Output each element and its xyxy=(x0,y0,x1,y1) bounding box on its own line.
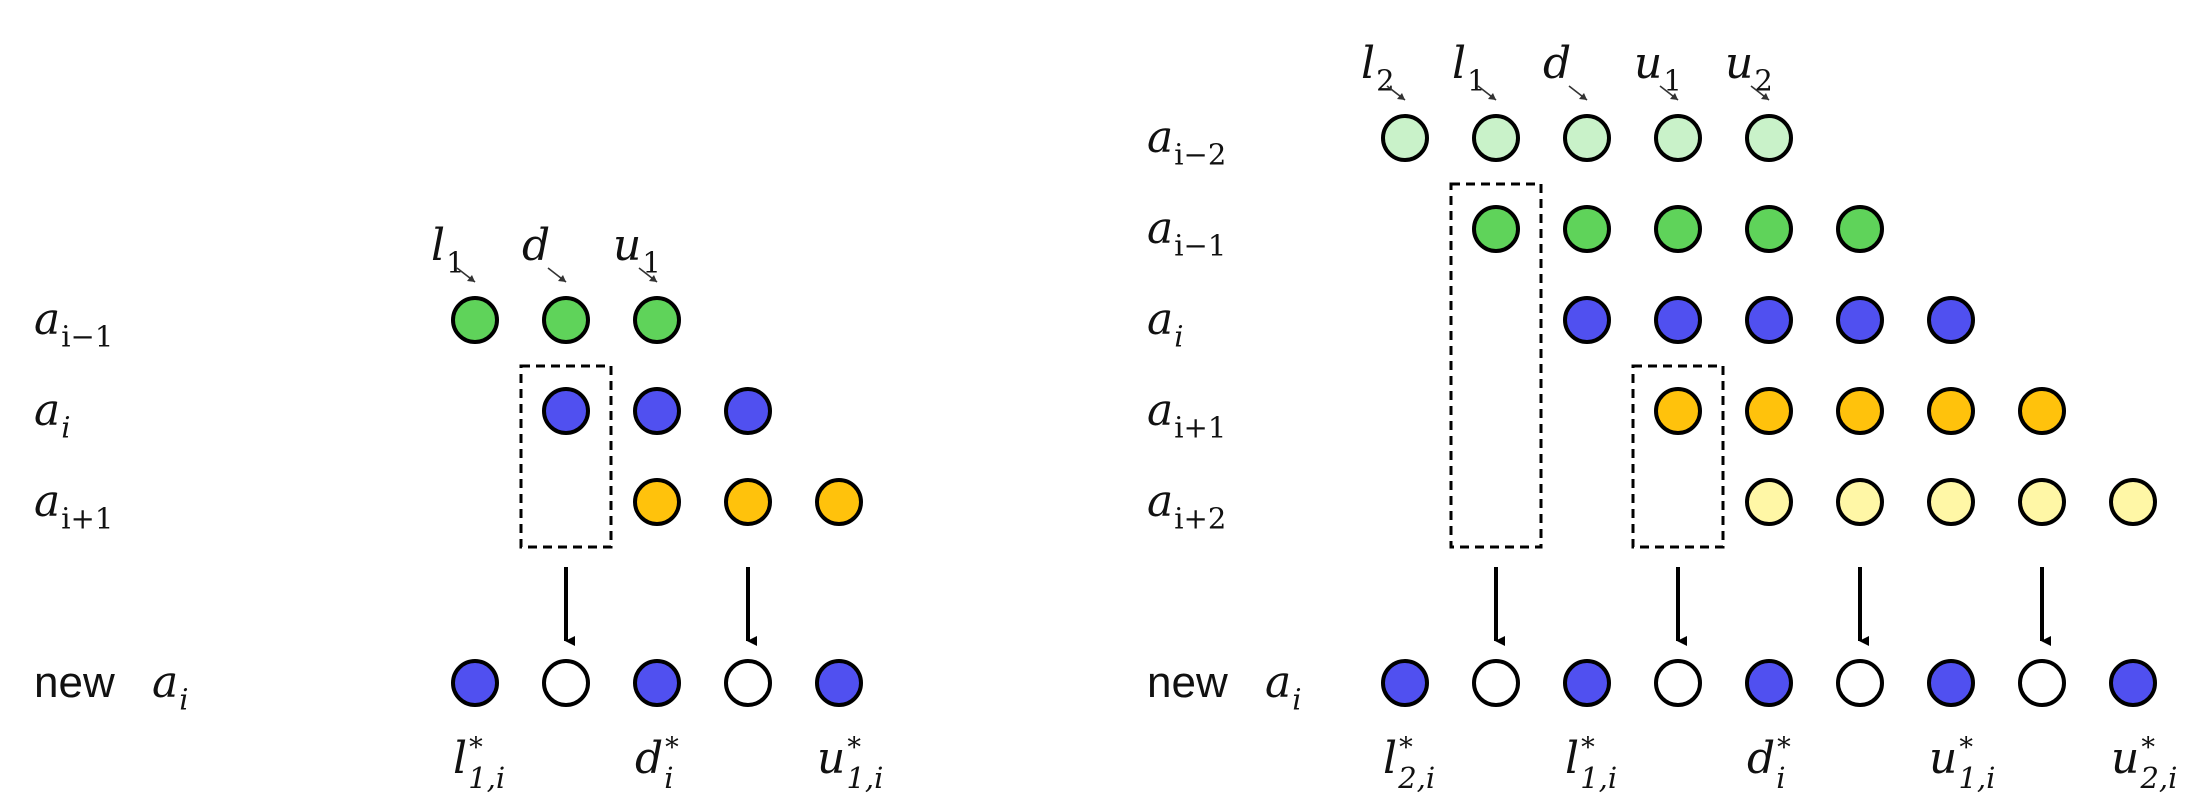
element-blue xyxy=(1563,296,1611,344)
new-element-blue xyxy=(633,659,681,707)
diagonal-pointer-head xyxy=(1761,93,1769,100)
diagonal-label-u2: u2 xyxy=(1725,38,1773,97)
new-element-empty xyxy=(542,659,590,707)
element-blue xyxy=(1836,296,1884,344)
element-orange xyxy=(815,478,863,526)
new-element-empty xyxy=(1836,659,1884,707)
element-green xyxy=(633,296,681,344)
new-element-blue xyxy=(451,659,499,707)
result-label-l-1i: l* 1,i xyxy=(1565,732,1617,795)
row-label-a-i+1: ai+1 xyxy=(1147,385,1226,444)
new-row-label: ai xyxy=(152,657,189,716)
new-element-blue xyxy=(1563,659,1611,707)
element-orange xyxy=(1654,387,1702,435)
new-row-label: ai xyxy=(1265,657,1302,716)
element-light-green xyxy=(1381,114,1429,162)
element-light-green xyxy=(1745,114,1793,162)
extracted-column-box xyxy=(1449,182,1543,549)
element-green xyxy=(451,296,499,344)
element-green xyxy=(1745,205,1793,253)
result-label-u-2i: u* 2,i xyxy=(2111,732,2177,795)
element-blue xyxy=(1654,296,1702,344)
diagonal-pointer-head xyxy=(1579,93,1587,100)
row-label-a-i: ai xyxy=(1147,294,1184,353)
row-label-a-i−1: ai−1 xyxy=(34,294,113,353)
element-orange xyxy=(1745,387,1793,435)
new-element-blue xyxy=(815,659,863,707)
new-element-blue xyxy=(2109,659,2157,707)
new-element-blue xyxy=(1927,659,1975,707)
diagonal-label-u1: u1 xyxy=(613,220,661,279)
row-label-a-i: ai xyxy=(34,385,71,444)
diagonal-pointer-head xyxy=(558,275,566,282)
result-label-u-1i: u* 1,i xyxy=(1929,732,1995,795)
element-light-yellow xyxy=(2109,478,2157,526)
diagonal-pointer-head xyxy=(649,275,657,282)
diagonal-label-u1: u1 xyxy=(1634,38,1682,97)
result-label-l-1i: l* 1,i xyxy=(453,732,505,795)
element-green xyxy=(1836,205,1884,253)
diagonal-label-d: d xyxy=(1543,38,1571,89)
new-row-prefix: new xyxy=(34,658,115,707)
diagonal-pointer-head xyxy=(467,275,475,282)
element-blue xyxy=(724,387,772,435)
result-label-u-1i: u* 1,i xyxy=(817,732,883,795)
new-element-empty xyxy=(1472,659,1520,707)
new-element-empty xyxy=(2018,659,2066,707)
element-light-yellow xyxy=(1745,478,1793,526)
extracted-column-box xyxy=(1631,364,1725,549)
element-orange xyxy=(1836,387,1884,435)
result-label-l-2i: l* 2,i xyxy=(1383,732,1435,795)
new-element-blue xyxy=(1381,659,1429,707)
element-light-green xyxy=(1563,114,1611,162)
element-orange xyxy=(724,478,772,526)
element-blue xyxy=(1927,296,1975,344)
element-light-green xyxy=(1472,114,1520,162)
new-row-prefix: new xyxy=(1147,658,1228,707)
element-green xyxy=(542,296,590,344)
element-blue xyxy=(1745,296,1793,344)
diagonal-pointer-head xyxy=(1397,93,1405,100)
extracted-column-box xyxy=(519,364,613,549)
diagonal-pointer-head xyxy=(1488,93,1496,100)
result-label-d-i: d* i xyxy=(635,732,679,795)
element-green xyxy=(1563,205,1611,253)
diagonal-label-d: d xyxy=(522,220,550,271)
row-label-a-i−1: ai−1 xyxy=(1147,203,1226,262)
result-label-d-i: d* i xyxy=(1747,732,1791,795)
element-green xyxy=(1654,205,1702,253)
row-label-a-i+1: ai+1 xyxy=(34,476,113,535)
element-blue xyxy=(633,387,681,435)
new-element-empty xyxy=(1654,659,1702,707)
new-element-empty xyxy=(724,659,772,707)
element-blue xyxy=(542,387,590,435)
element-light-yellow xyxy=(1927,478,1975,526)
element-orange xyxy=(2018,387,2066,435)
element-orange xyxy=(633,478,681,526)
element-green xyxy=(1472,205,1520,253)
row-label-a-i−2: ai−2 xyxy=(1147,112,1226,171)
element-light-green xyxy=(1654,114,1702,162)
element-orange xyxy=(1927,387,1975,435)
diagonal-pointer-head xyxy=(1670,93,1678,100)
row-label-a-i+2: ai+2 xyxy=(1147,476,1226,535)
element-light-yellow xyxy=(1836,478,1884,526)
new-element-blue xyxy=(1745,659,1793,707)
element-light-yellow xyxy=(2018,478,2066,526)
